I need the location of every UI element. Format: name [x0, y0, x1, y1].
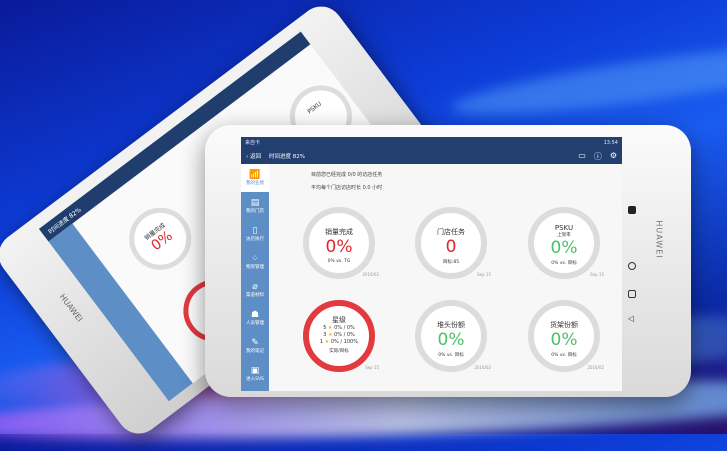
card-star-rating[interactable]: 星级 5 ★ 0% / 0% 3 ★ 0% / 0% 1 ★ 0% / 100%…: [303, 300, 379, 372]
sidebar-item-label: 我的笔记: [246, 349, 264, 354]
visit-duration: 平均每个门店访店时长 0.0 小时: [311, 185, 383, 191]
card-title: 门店任务: [437, 228, 465, 236]
card-sub: 0% vs. 目标: [438, 353, 464, 358]
card-sales[interactable]: 销量完成 0% 0% vs. TG 2016/02: [303, 207, 379, 279]
chevron-left-icon: ‹: [246, 154, 249, 160]
card-subtitle: 上架率: [557, 233, 571, 238]
paperclip-icon: ⌀: [252, 282, 258, 292]
card-date: Sep 15: [365, 365, 379, 370]
card-sub: 0% vs. TG: [327, 259, 351, 264]
sidebar-item-label: 人员管理: [246, 321, 264, 326]
sidebar: 📶 我的业绩 ▤ 我的门店 ▯ 访店执行 ⁘ 物资管理 ⌀ 渠道材料 ☗ 人员管理 ✎ 我的笔…: [241, 164, 269, 391]
card-date: Sep 15: [477, 272, 491, 277]
back-button[interactable]: ‹ 返回: [246, 152, 261, 160]
card-date: 2016/02: [474, 365, 491, 370]
star-row: 3 ★ 0% / 0%: [309, 332, 369, 339]
card-store-tasks[interactable]: 门店任务 0 目标:85 Sep 15: [415, 207, 491, 279]
card-title: 堆头份额: [437, 321, 465, 329]
card-date: 2016/02: [362, 272, 379, 277]
home-button[interactable]: [628, 262, 636, 270]
note-icon: ✎: [251, 338, 259, 348]
enter-icon: ▣: [250, 366, 260, 376]
card-display-share[interactable]: 堆头份额 0% 0% vs. 目标 2016/02: [415, 300, 491, 372]
carrier-label: 来自卡: [245, 140, 261, 146]
visit-summary: 目前您已经完成 0/0 的访店任务: [311, 172, 383, 178]
sidebar-item-label: 渠道材料: [246, 293, 264, 298]
chart-icon: 📶: [249, 170, 261, 180]
card-value: 0: [445, 237, 457, 257]
card-title: PSKU: [554, 224, 574, 232]
brand-logo: HUAWEI: [654, 220, 664, 259]
card-value: 0%: [550, 330, 578, 350]
grid-icon: ⁘: [251, 254, 259, 264]
star-icon: ★: [327, 332, 333, 338]
card-title: 星级: [332, 316, 346, 324]
card-date: 2016/02: [587, 365, 604, 370]
sidebar-item-performance[interactable]: 📶 我的业绩: [241, 164, 269, 192]
card-psku[interactable]: PSKU 上架率 0% 0% vs. 目标 Sep 15: [528, 207, 604, 279]
people-icon: ☗: [250, 310, 260, 320]
card-title: 货架份额: [550, 321, 578, 329]
card-sub: 目标:85: [442, 260, 460, 265]
time-progress: 时间进度 82%: [268, 154, 305, 160]
settings-icon[interactable]: ⚙: [609, 150, 617, 160]
help-icon[interactable]: ⓘ: [593, 151, 602, 161]
app-screen: 来自卡 13:54 ‹ 返回 时间进度 82% ▭ ⓘ ⚙ 📶 我的业绩 ▤ 我的门…: [241, 137, 622, 391]
status-bar: 来自卡 13:54: [241, 137, 622, 148]
card-value: 0%: [437, 330, 465, 350]
sidebar-item-label: 我的门店: [246, 209, 264, 214]
card-date: Sep 15: [590, 272, 604, 277]
store-icon: ▤: [250, 198, 260, 208]
card-sub: 实际/目标: [329, 349, 349, 354]
top-bar: ‹ 返回 时间进度 82% ▭ ⓘ ⚙: [241, 148, 622, 164]
clock: 13:54: [603, 139, 618, 146]
sidebar-item-stores[interactable]: ▤ 我的门店: [241, 192, 269, 220]
recent-apps-button[interactable]: [628, 290, 636, 298]
star-level: 1: [320, 339, 324, 345]
star-value: 0% / 0%: [334, 332, 355, 338]
card-sub: 0% vs. 目标: [551, 261, 577, 266]
sidebar-item-label: 我的业绩: [246, 181, 264, 186]
back-button[interactable]: ◁: [628, 314, 635, 323]
background-card: 销量完成 0%: [116, 195, 204, 283]
message-icon[interactable]: ▭: [578, 150, 586, 160]
star-row: 5 ★ 0% / 0%: [309, 325, 369, 332]
card-value: 0%: [550, 238, 578, 258]
card-shelf-share[interactable]: 货架份额 0% 0% vs. 目标 2016/02: [528, 300, 604, 372]
sidebar-item-materials[interactable]: ⁘ 物资管理: [241, 248, 269, 276]
sidebar-item-channel[interactable]: ⌀ 渠道材料: [241, 276, 269, 304]
sidebar-item-label: 访店执行: [246, 237, 264, 242]
star-row: 1 ★ 0% / 100%: [309, 339, 369, 346]
card-sub: 0% vs. 目标: [551, 353, 577, 358]
card-title: PSKU: [306, 100, 323, 116]
card-title: 销量完成: [325, 228, 353, 236]
camera: [628, 206, 636, 214]
sidebar-item-staff[interactable]: ☗ 人员管理: [241, 304, 269, 332]
brand-logo: HUAWEI: [57, 292, 85, 324]
sidebar-item-label: 物资管理: [246, 265, 264, 270]
star-value: 0% / 100%: [330, 339, 358, 345]
sidebar-item-svs[interactable]: ▣ 进入SVS: [241, 360, 269, 388]
star-icon: ★: [324, 339, 330, 345]
back-label: 返回: [249, 154, 261, 160]
star-level: 3: [323, 332, 327, 338]
sidebar-item-visit[interactable]: ▯ 访店执行: [241, 220, 269, 248]
clipboard-icon: ▯: [252, 226, 258, 236]
star-level: 5: [323, 325, 327, 331]
sidebar-item-notes[interactable]: ✎ 我的笔记: [241, 332, 269, 360]
light-streak: [449, 32, 727, 128]
star-value: 0% / 0%: [334, 325, 355, 331]
card-value: 0%: [325, 237, 353, 257]
star-icon: ★: [327, 325, 333, 331]
sidebar-item-label: 进入SVS: [246, 377, 264, 382]
